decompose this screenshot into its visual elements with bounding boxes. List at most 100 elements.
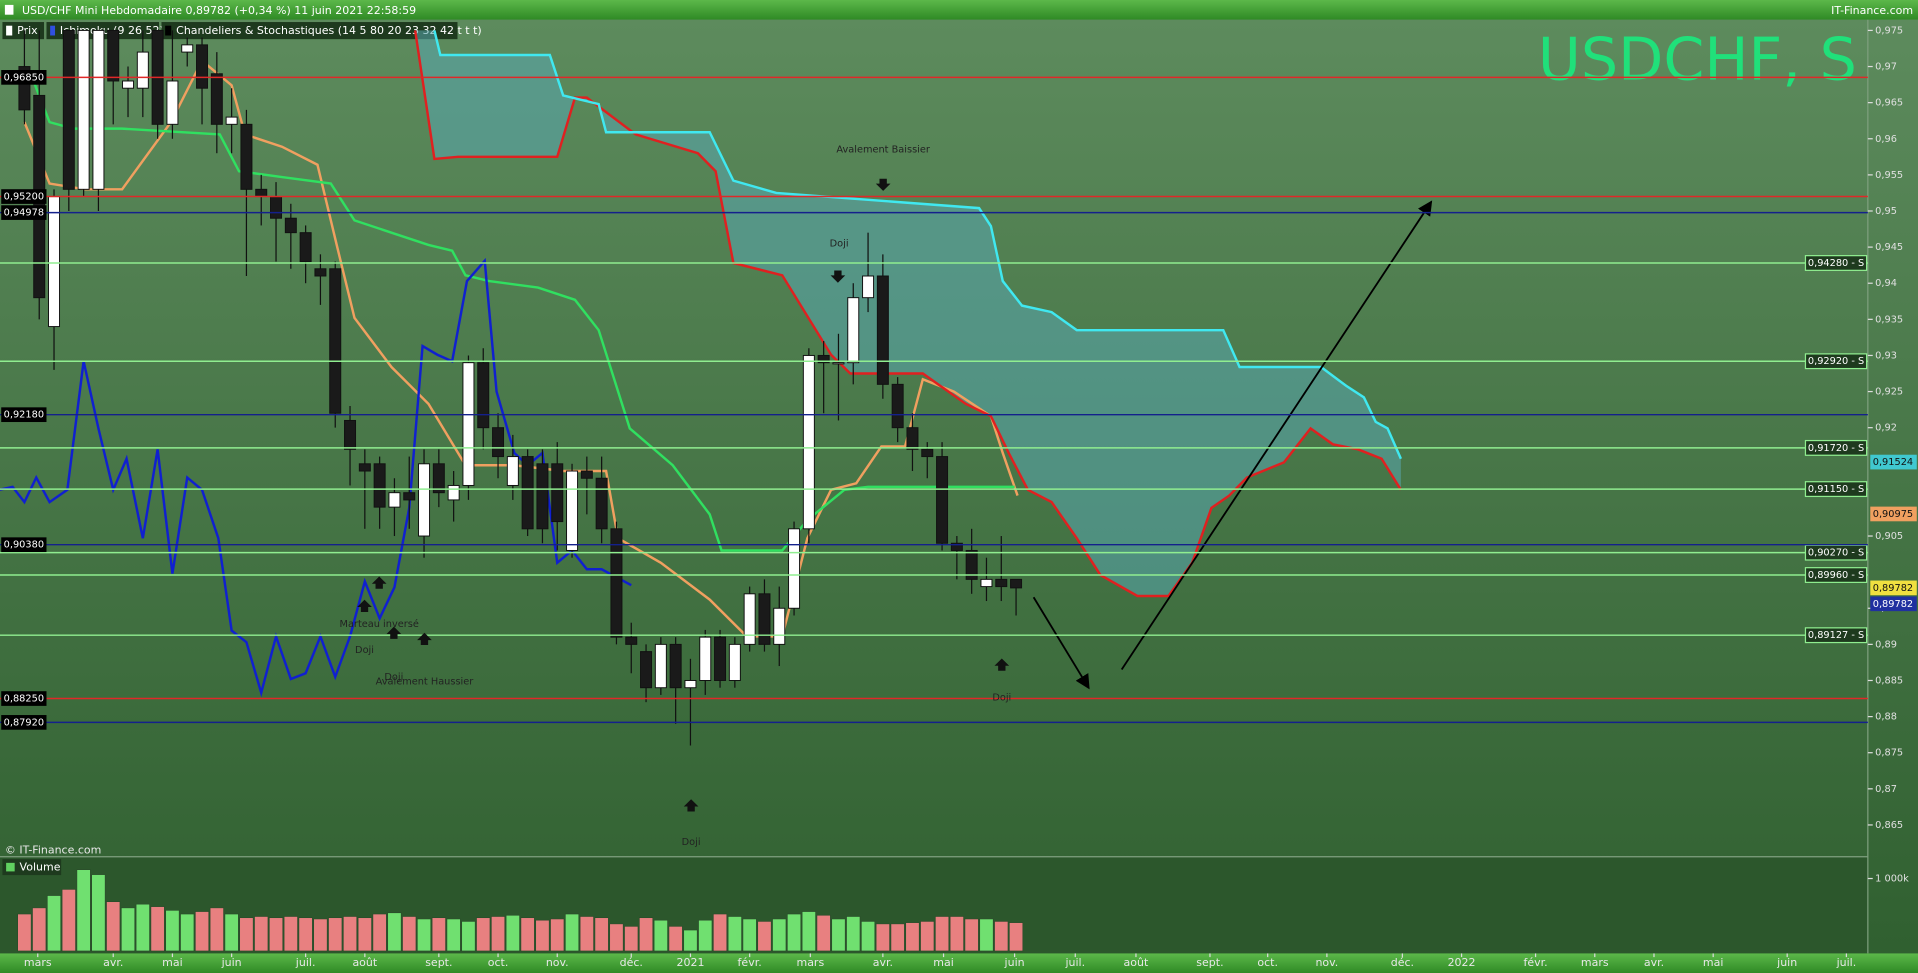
volume-bar	[476, 917, 491, 952]
x-tick-label: mai	[162, 956, 183, 969]
price-label: 0,91524	[1873, 457, 1913, 468]
target-label: 0,92920 - S	[1808, 356, 1864, 367]
volume-bar	[594, 917, 609, 952]
x-tick-label: mars	[796, 956, 824, 969]
annotation-arrow	[417, 632, 432, 645]
candle-body	[995, 578, 1008, 588]
volume-bar	[520, 917, 535, 952]
candle-body	[122, 80, 135, 89]
volume-bar	[372, 913, 387, 952]
volume-bar	[653, 919, 668, 952]
volume-bar	[505, 914, 520, 952]
level-label: 0,96850	[4, 72, 44, 83]
volume-bar	[846, 916, 861, 952]
candle-body	[403, 492, 416, 501]
candle-body	[728, 643, 741, 681]
volume-bar	[461, 921, 476, 952]
y-tick-label: 0,965	[1875, 98, 1903, 109]
volume-bar	[180, 913, 195, 952]
volume-bar	[61, 889, 76, 952]
annotation: Avalement Haussier	[376, 677, 475, 688]
volume-bar	[935, 916, 950, 952]
candle-body	[136, 51, 149, 89]
volume-bar	[757, 921, 772, 952]
volume-bar	[194, 911, 210, 952]
candle-body	[847, 297, 860, 364]
candle-body	[802, 354, 815, 530]
candle-body	[447, 484, 460, 501]
target-label: 0,89960 - S	[1808, 570, 1864, 581]
volume-bar	[668, 926, 683, 952]
kumo	[415, 30, 1401, 596]
candle-body	[358, 463, 371, 472]
x-tick-label: févr.	[1523, 956, 1547, 969]
annotation: Doji	[830, 239, 849, 250]
volume-bar	[91, 874, 106, 952]
candle-body	[862, 275, 875, 299]
annotation-arrow	[830, 270, 846, 283]
copyright: © IT-Finance.com	[5, 844, 101, 857]
level-label: 0,92180	[4, 410, 44, 421]
volume-bar	[283, 916, 298, 952]
y-tick-label: 0,885	[1875, 675, 1903, 686]
candle-body	[166, 80, 179, 125]
level-box	[1, 407, 47, 423]
volume-bar	[698, 919, 713, 952]
volume-bar	[535, 919, 550, 952]
y-tick-label: 0,905	[1875, 531, 1903, 542]
candle-body	[240, 123, 253, 190]
volume-bar	[994, 921, 1009, 952]
candle-body	[299, 232, 312, 263]
candle-body	[492, 427, 505, 458]
volume-bar	[772, 918, 787, 952]
volume-bar	[609, 923, 624, 952]
candle-body	[77, 29, 90, 190]
legend-box	[2, 22, 45, 40]
volume-bar	[979, 918, 994, 952]
target-box	[1804, 439, 1868, 456]
candle-body	[743, 593, 756, 645]
annotation: Marteau inversé	[340, 618, 419, 630]
volume-bar	[1009, 922, 1024, 952]
price-label: 0,89782	[1873, 599, 1913, 610]
y-tick-label: 0,865	[1875, 820, 1903, 831]
volume-bar	[905, 922, 920, 952]
x-tick-label: mai	[933, 956, 954, 969]
y-tick-label: 0,92	[1875, 423, 1897, 434]
volume-bar	[17, 913, 32, 952]
legend-box	[2, 859, 62, 876]
volume-bar	[254, 916, 269, 952]
target-label: 0,94280 - S	[1808, 258, 1864, 269]
x-tick-label: 2021	[676, 956, 704, 969]
x-tick-label: juin	[1004, 956, 1025, 969]
target-label: 0,91720 - S	[1808, 443, 1864, 454]
candle-body	[18, 66, 31, 111]
candle-body	[788, 528, 801, 609]
volume-bar	[268, 917, 284, 952]
candle-body	[506, 456, 519, 486]
candle-body	[551, 463, 564, 523]
annotation: Doji	[992, 693, 1011, 704]
candle-body	[48, 196, 61, 328]
annotation-arrow	[386, 626, 402, 639]
indicator-line	[433, 30, 1403, 460]
x-tick-label: 2022	[1448, 956, 1476, 969]
x-tick-label: avr.	[873, 956, 893, 969]
volume-tick-label: 1 000k	[1875, 874, 1909, 885]
candle-body	[595, 477, 608, 530]
y-tick-label: 0,945	[1875, 242, 1903, 253]
x-tick-label: juil.	[295, 956, 316, 969]
target-box	[1804, 567, 1868, 583]
candle-body	[832, 362, 845, 365]
candle-body	[669, 643, 682, 689]
level-box	[1, 537, 47, 553]
candle-body	[640, 651, 653, 689]
candle-body	[344, 419, 357, 450]
volume-bar	[727, 916, 742, 952]
site: IT-Finance.com	[1831, 4, 1913, 17]
x-tick-label: déc.	[620, 956, 643, 969]
volume-bar	[209, 907, 224, 952]
title: USD/CHF Mini Hebdomadaire 0,89782 (+0,34…	[22, 4, 416, 17]
volume-bar	[550, 918, 565, 952]
